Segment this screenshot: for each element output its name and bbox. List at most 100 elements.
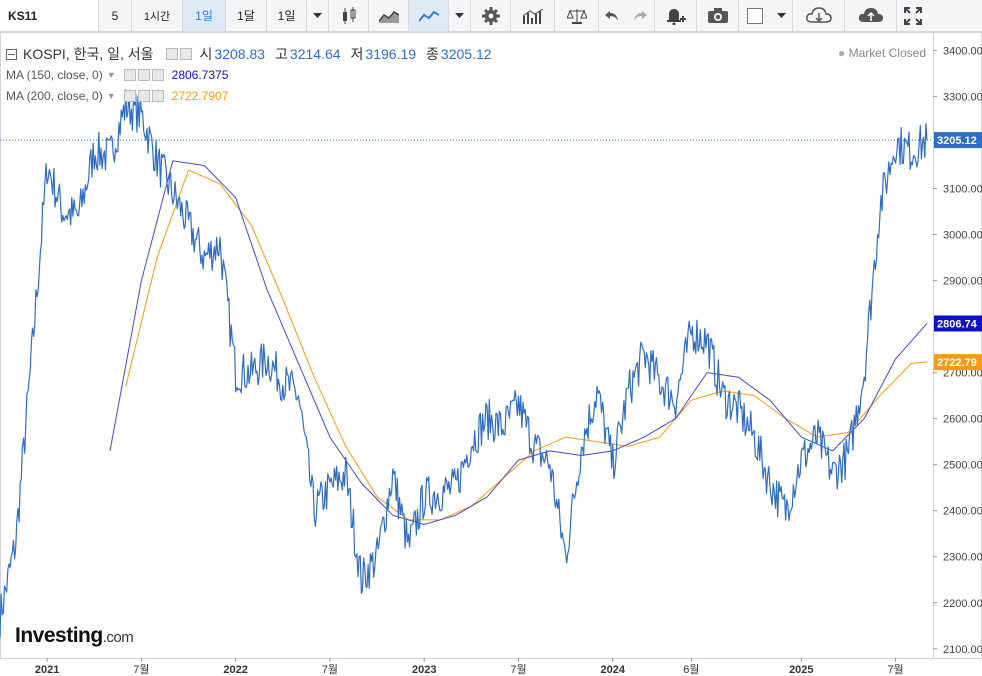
redo-icon bbox=[633, 10, 647, 21]
load-layout-button[interactable] bbox=[793, 0, 845, 31]
chart-type-dropdown-button[interactable] bbox=[449, 0, 471, 31]
y-tick-label: 3000.00 bbox=[943, 230, 982, 242]
x-tick-label: 6월 bbox=[683, 663, 699, 676]
x-tick-label: 2024 bbox=[601, 664, 626, 676]
chevron-down-icon bbox=[455, 12, 464, 18]
area-chart-button[interactable] bbox=[369, 0, 409, 31]
y-axis-panel bbox=[933, 32, 982, 659]
compare-button[interactable] bbox=[555, 0, 599, 31]
settings-button[interactable] bbox=[471, 0, 511, 31]
collapse-icon[interactable] bbox=[6, 48, 17, 60]
y-tick-label: 3300.00 bbox=[943, 91, 982, 103]
ma150-badge-label: 2806.74 bbox=[937, 318, 978, 330]
ma150-label: MA (150, close, 0) bbox=[6, 68, 103, 82]
candlestick-button[interactable] bbox=[329, 0, 369, 31]
brand-name: Investing bbox=[15, 624, 103, 647]
line-chart-button[interactable] bbox=[409, 0, 449, 31]
low-label: 저 bbox=[350, 46, 364, 62]
interval-1m-button[interactable]: 1달 bbox=[226, 0, 267, 31]
interval-custom-button[interactable]: 1일 bbox=[267, 0, 307, 31]
undo-icon bbox=[605, 10, 618, 21]
cloud-upload-icon bbox=[858, 7, 883, 22]
chart-area[interactable]: 2100.00 2200.00 2300.00 2400.00 2500.00 2600.… bbox=[0, 32, 982, 676]
color-box-button[interactable] bbox=[739, 0, 771, 31]
y-tick-label: 2400.00 bbox=[943, 506, 982, 518]
y-tick-label: 2100.00 bbox=[943, 644, 982, 656]
y-tick-label: 3400.00 bbox=[943, 45, 982, 57]
ma150-badge bbox=[934, 315, 982, 332]
fullscreen-button[interactable] bbox=[897, 0, 928, 31]
status-dot-icon: ● bbox=[838, 46, 849, 60]
interval-dropdown-button[interactable] bbox=[307, 0, 329, 31]
save-layout-button[interactable] bbox=[845, 0, 897, 31]
interval-1h-button[interactable]: 1시간 bbox=[132, 0, 183, 31]
close-label: 종 bbox=[426, 46, 439, 62]
last-price-badge bbox=[934, 132, 982, 149]
x-tick-label: 2025 bbox=[789, 664, 813, 676]
ma200-label: MA (200, close, 0) bbox=[6, 89, 103, 103]
ma150-value: 2806.7375 bbox=[171, 68, 229, 82]
axis-layer: 2100.00 2200.00 2300.00 2400.00 2500.00 2600.… bbox=[0, 32, 982, 676]
chevron-down-icon bbox=[777, 12, 786, 18]
close-value: 3205.12 bbox=[440, 46, 492, 62]
y-tick-label: 2300.00 bbox=[943, 552, 982, 564]
camera-icon bbox=[707, 8, 728, 23]
market-status-text: Market Closed bbox=[848, 46, 926, 60]
indicators-button[interactable] bbox=[511, 0, 555, 31]
x-tick-label: 7월 bbox=[510, 663, 526, 676]
chart-toolbar: KS11 5 1시간 1일 1달 1일 bbox=[0, 0, 982, 32]
candlestick-icon bbox=[342, 6, 355, 24]
price-chart[interactable]: 2100.00 2200.00 2300.00 2400.00 2500.00 2600.… bbox=[0, 32, 982, 676]
interval-5-button[interactable]: 5 bbox=[99, 0, 132, 31]
eye-icon[interactable] bbox=[123, 90, 136, 102]
x-tick-label: 7월 bbox=[322, 663, 338, 676]
chevron-down-icon bbox=[313, 12, 322, 18]
y-tick-label: 2900.00 bbox=[943, 276, 982, 288]
chevron-down-icon[interactable]: ▼ bbox=[106, 91, 116, 101]
eye-icon[interactable] bbox=[165, 48, 178, 60]
close-icon[interactable] bbox=[151, 69, 164, 81]
investing-logo: Investing.com bbox=[15, 624, 134, 648]
x-tick-label: 2021 bbox=[35, 664, 59, 676]
brand-suffix: .com bbox=[102, 629, 134, 646]
redo-button[interactable] bbox=[625, 0, 655, 31]
legend-title: KOSPI, 한국, 일, 서울 bbox=[23, 46, 154, 62]
eye-icon[interactable] bbox=[123, 69, 136, 81]
badge-layer: 3205.12 2806.74 2722.79 bbox=[934, 132, 982, 371]
area-chart-icon bbox=[378, 10, 399, 23]
color-dropdown-button[interactable] bbox=[771, 0, 793, 31]
interval-1d-button[interactable]: 1일 bbox=[183, 0, 226, 31]
square-icon bbox=[747, 7, 763, 24]
alert-button[interactable] bbox=[655, 0, 697, 31]
ma150-line bbox=[109, 160, 928, 525]
settings-small-icon[interactable] bbox=[137, 69, 150, 81]
ma200-line bbox=[125, 169, 928, 521]
legend-ma200-row: MA (200, close, 0) ▼ 2722.7907 bbox=[6, 89, 228, 103]
y-tick-label: 2200.00 bbox=[943, 598, 982, 610]
low-value: 3196.19 bbox=[365, 46, 417, 62]
ma200-badge-label: 2722.79 bbox=[937, 357, 977, 369]
high-label: 고 bbox=[275, 46, 288, 62]
y-tick-label: 3100.00 bbox=[943, 184, 982, 196]
settings-small-icon[interactable] bbox=[137, 90, 150, 102]
fullscreen-icon bbox=[903, 6, 922, 25]
settings-small-icon[interactable] bbox=[179, 48, 192, 60]
price-line bbox=[0, 89, 928, 638]
series-layer bbox=[0, 89, 933, 638]
undo-button[interactable] bbox=[599, 0, 625, 31]
legend-main-row: KOSPI, 한국, 일, 서울 시 3208.83 고 3214.64 저 3… bbox=[6, 44, 502, 64]
chevron-down-icon[interactable]: ▼ bbox=[106, 70, 116, 80]
symbol-field[interactable]: KS11 bbox=[0, 0, 99, 31]
close-icon[interactable] bbox=[151, 90, 164, 102]
market-status: ● Market Closed bbox=[838, 46, 926, 60]
y-tick-label: 2700.00 bbox=[943, 368, 982, 380]
high-value: 3214.64 bbox=[289, 46, 341, 62]
cloud-download-icon bbox=[805, 6, 832, 23]
x-tick-label: 2022 bbox=[223, 664, 247, 676]
snapshot-button[interactable] bbox=[697, 0, 739, 31]
x-tick-label: 7월 bbox=[133, 663, 149, 676]
y-tick-label: 2500.00 bbox=[943, 460, 982, 472]
y-tick-label: 2600.00 bbox=[943, 414, 982, 426]
x-tick-label: 7월 bbox=[887, 663, 903, 676]
plot-frame bbox=[0, 32, 934, 659]
